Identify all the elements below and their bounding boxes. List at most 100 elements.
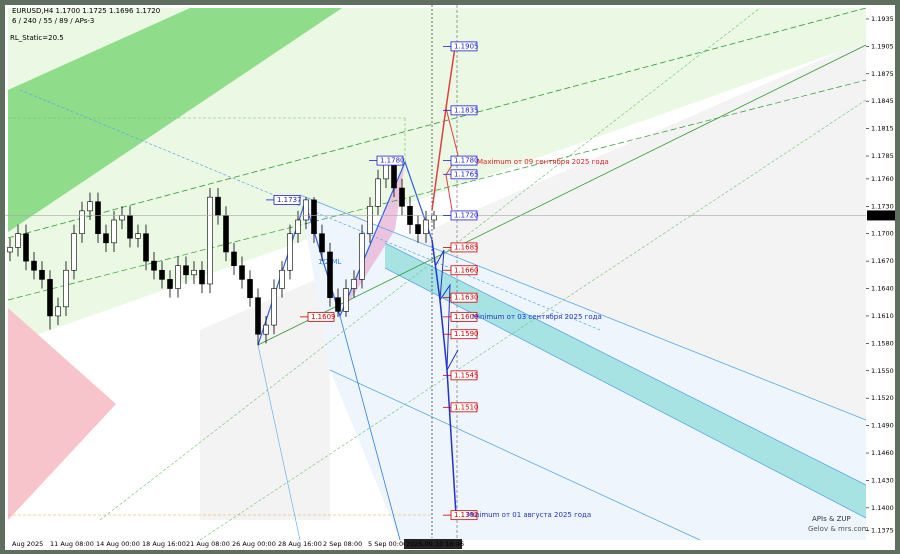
candle-body <box>279 269 285 289</box>
candle-body <box>423 219 429 235</box>
level-box <box>450 510 478 521</box>
rl-static: RL_Static=20.5 <box>10 34 64 42</box>
level-box <box>450 311 478 322</box>
y-tick-label: 1.1905 <box>871 42 894 50</box>
x-tick-label: 11 Aug 08:00 <box>50 540 94 548</box>
params: 6 / 240 / 55 / 89 / APs-3 <box>12 17 94 25</box>
level-label: 1.1905 <box>454 42 479 50</box>
y-tick-label: 1.1670 <box>871 257 894 265</box>
level-box <box>450 370 478 381</box>
y-tick-label: 1.1815 <box>871 125 894 133</box>
x-tick-label: 14 Aug 00:00 <box>96 540 140 548</box>
level-box <box>450 41 478 52</box>
level-label: 1.1660 <box>454 266 479 274</box>
candle-body <box>159 269 165 280</box>
x-tick-label: 2025.09.10 16:46 <box>406 540 464 548</box>
candle-body <box>127 215 133 239</box>
candle-body <box>7 247 13 253</box>
price-axis <box>867 5 895 538</box>
y-tick-label: 1.1490 <box>871 422 894 430</box>
candle-body <box>383 164 389 180</box>
level-label: 1.1685 <box>454 243 479 251</box>
candle-body <box>215 196 221 216</box>
y-tick-label: 1.1375 <box>871 527 894 535</box>
candle-body <box>167 279 173 289</box>
x-tick-label: 26 Aug 00:00 <box>232 540 276 548</box>
level-box <box>450 242 478 253</box>
level-label: 1.1545 <box>454 371 479 379</box>
candle-body <box>87 201 93 212</box>
level-label: 1.1392 <box>454 511 479 519</box>
candle-body <box>103 233 109 244</box>
candle-body <box>55 306 61 317</box>
candle-body <box>223 215 229 253</box>
candle-body <box>119 215 125 221</box>
candle-body <box>175 265 181 289</box>
level-box <box>450 210 478 221</box>
level-label: 1.1609 <box>454 313 479 321</box>
y-tick-label: 1.1580 <box>871 339 894 347</box>
candle-body <box>207 196 213 285</box>
level-label: 1.1510 <box>454 403 479 411</box>
y-tick-label: 1.1400 <box>871 504 894 512</box>
candle-body <box>231 251 237 266</box>
level-label: 1.1590 <box>454 330 479 338</box>
grey-region <box>200 40 866 520</box>
level-label: 1.1737 <box>277 196 302 204</box>
candle-body <box>239 265 245 280</box>
candle-body <box>191 269 197 276</box>
candle-body <box>23 233 29 262</box>
annotation: Minimum от 03 сентября 2025 года <box>472 313 602 321</box>
green-channel <box>8 8 342 232</box>
candle-body <box>31 260 37 271</box>
candle-body <box>327 251 333 298</box>
candle-body <box>391 164 397 189</box>
candle-body <box>143 233 149 262</box>
y-tick-label: 1.1875 <box>871 70 894 78</box>
candle-body <box>303 199 309 221</box>
y-tick-label: 1.1785 <box>871 152 894 160</box>
candle-body <box>183 265 189 276</box>
annotation: Minimum от 01 августа 2025 года <box>467 511 591 519</box>
candle-body <box>255 297 261 335</box>
y-tick-label: 1.1640 <box>871 285 894 293</box>
level-label: 1.1720 <box>454 211 479 219</box>
current-price-label: 1.1720 <box>869 211 892 219</box>
candle-body <box>111 219 117 244</box>
y-tick-label: 1.1610 <box>871 312 894 320</box>
candle-body <box>199 269 205 285</box>
x-tick-label: 5 Sep 00:00 <box>368 540 407 548</box>
y-tick-label: 1.1935 <box>871 15 894 23</box>
level-box <box>376 155 404 166</box>
level-box <box>450 292 478 303</box>
candle-body <box>95 201 101 235</box>
x-tick-label: 18 Aug 16:00 <box>142 540 186 548</box>
candle-body <box>79 210 85 235</box>
level-box <box>450 155 478 166</box>
candle-body <box>271 288 277 326</box>
y-tick-label: 1.1730 <box>871 202 894 210</box>
candle-body <box>15 233 21 248</box>
level-box <box>450 329 478 340</box>
level-label: 1.1780 <box>454 157 479 165</box>
candle-body <box>375 178 381 207</box>
annotation: Maximum от 09 сентября 2025 года <box>477 158 609 166</box>
level-box <box>450 265 478 276</box>
level-label: 1.1780 <box>380 157 405 165</box>
level-label: 1.1835 <box>454 106 479 114</box>
y-tick-label: 1.1520 <box>871 394 894 402</box>
symbol-line: EURUSD,H4 1.1700 1.1725 1.1696 1.1720 <box>12 7 160 15</box>
candle-body <box>71 233 77 271</box>
level-label: 1.1765 <box>454 170 479 178</box>
candle-body <box>311 199 317 235</box>
x-tick-label: 28 Aug 16:00 <box>278 540 322 548</box>
candle-body <box>287 233 293 271</box>
time-cursor <box>404 539 462 549</box>
x-tick-label: Aug 2025 <box>12 540 43 548</box>
level-box <box>273 194 301 205</box>
candle-body <box>39 269 45 280</box>
x-tick-label: 21 Aug 08:00 <box>186 540 230 548</box>
candle-body <box>247 279 253 298</box>
candle-body <box>359 233 365 280</box>
